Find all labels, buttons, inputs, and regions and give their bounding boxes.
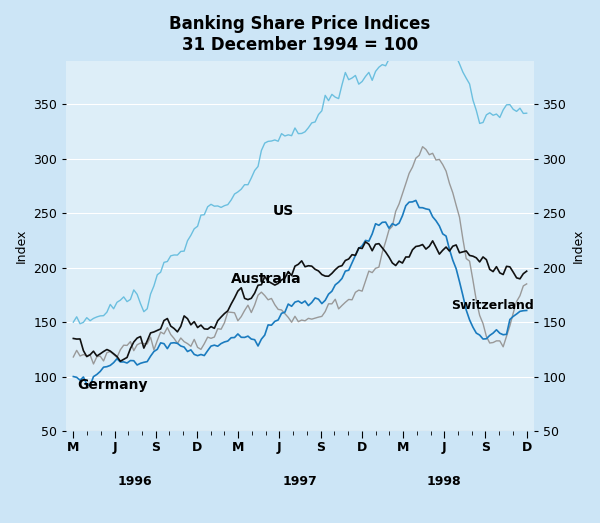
Text: 1998: 1998	[427, 475, 461, 488]
Text: Switzerland: Switzerland	[451, 299, 534, 312]
Text: Australia: Australia	[232, 272, 302, 286]
Y-axis label: Index: Index	[15, 229, 28, 263]
Text: US: US	[272, 204, 294, 219]
Y-axis label: Index: Index	[572, 229, 585, 263]
Text: 1996: 1996	[118, 475, 152, 488]
Text: Germany: Germany	[77, 378, 148, 392]
Title: Banking Share Price Indices
31 December 1994 = 100: Banking Share Price Indices 31 December …	[169, 15, 431, 54]
Text: 1997: 1997	[283, 475, 317, 488]
